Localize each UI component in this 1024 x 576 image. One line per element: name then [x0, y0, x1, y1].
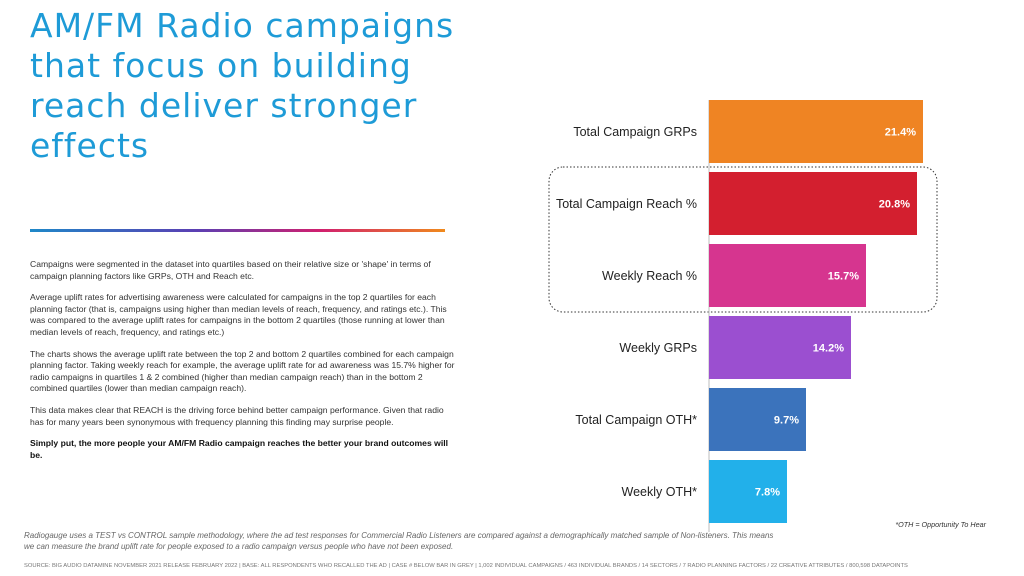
- oth-footnote: *OTH = Opportunity To Hear: [895, 520, 986, 529]
- bar: [709, 244, 866, 307]
- category-label: Weekly Reach %: [602, 269, 697, 283]
- category-label: Weekly OTH*: [622, 485, 698, 499]
- title-accent-bar: [30, 229, 445, 232]
- bar: [709, 172, 917, 235]
- category-label: Total Campaign OTH*: [575, 413, 697, 427]
- bar: [709, 388, 806, 451]
- data-label: 15.7%: [828, 271, 859, 283]
- paragraph-4: This data makes clear that REACH is the …: [30, 404, 444, 427]
- bar: [709, 100, 923, 163]
- category-label: Total Campaign GRPs: [573, 125, 697, 139]
- data-label: 20.8%: [879, 199, 910, 211]
- category-label: Total Campaign Reach %: [556, 197, 697, 211]
- category-label: Weekly GRPs: [619, 341, 697, 355]
- data-label: 7.8%: [755, 487, 780, 499]
- highlight-frame: [548, 166, 938, 313]
- data-label: 21.4%: [885, 127, 916, 139]
- data-label: 9.7%: [774, 415, 799, 427]
- data-label: 14.2%: [813, 343, 844, 355]
- methodology-footnote: Radiogauge uses a TEST vs CONTROL sample…: [24, 531, 774, 551]
- bar: [709, 460, 787, 523]
- body-text: Campaigns were segmented in the dataset …: [30, 259, 455, 471]
- conclusion-text: Simply put, the more people your AM/FM R…: [30, 438, 448, 460]
- paragraph-3: The charts shows the average uplift rate…: [30, 348, 455, 394]
- source-line: SOURCE: BIG AUDIO DATAMINE NOVEMBER 2021…: [24, 563, 908, 569]
- page-title: AM/FM Radio campaigns that focus on buil…: [30, 6, 455, 165]
- paragraph-1: Campaigns were segmented in the dataset …: [30, 259, 431, 281]
- paragraph-2: Average uplift rates for advertising awa…: [30, 292, 447, 337]
- bar: [709, 316, 851, 379]
